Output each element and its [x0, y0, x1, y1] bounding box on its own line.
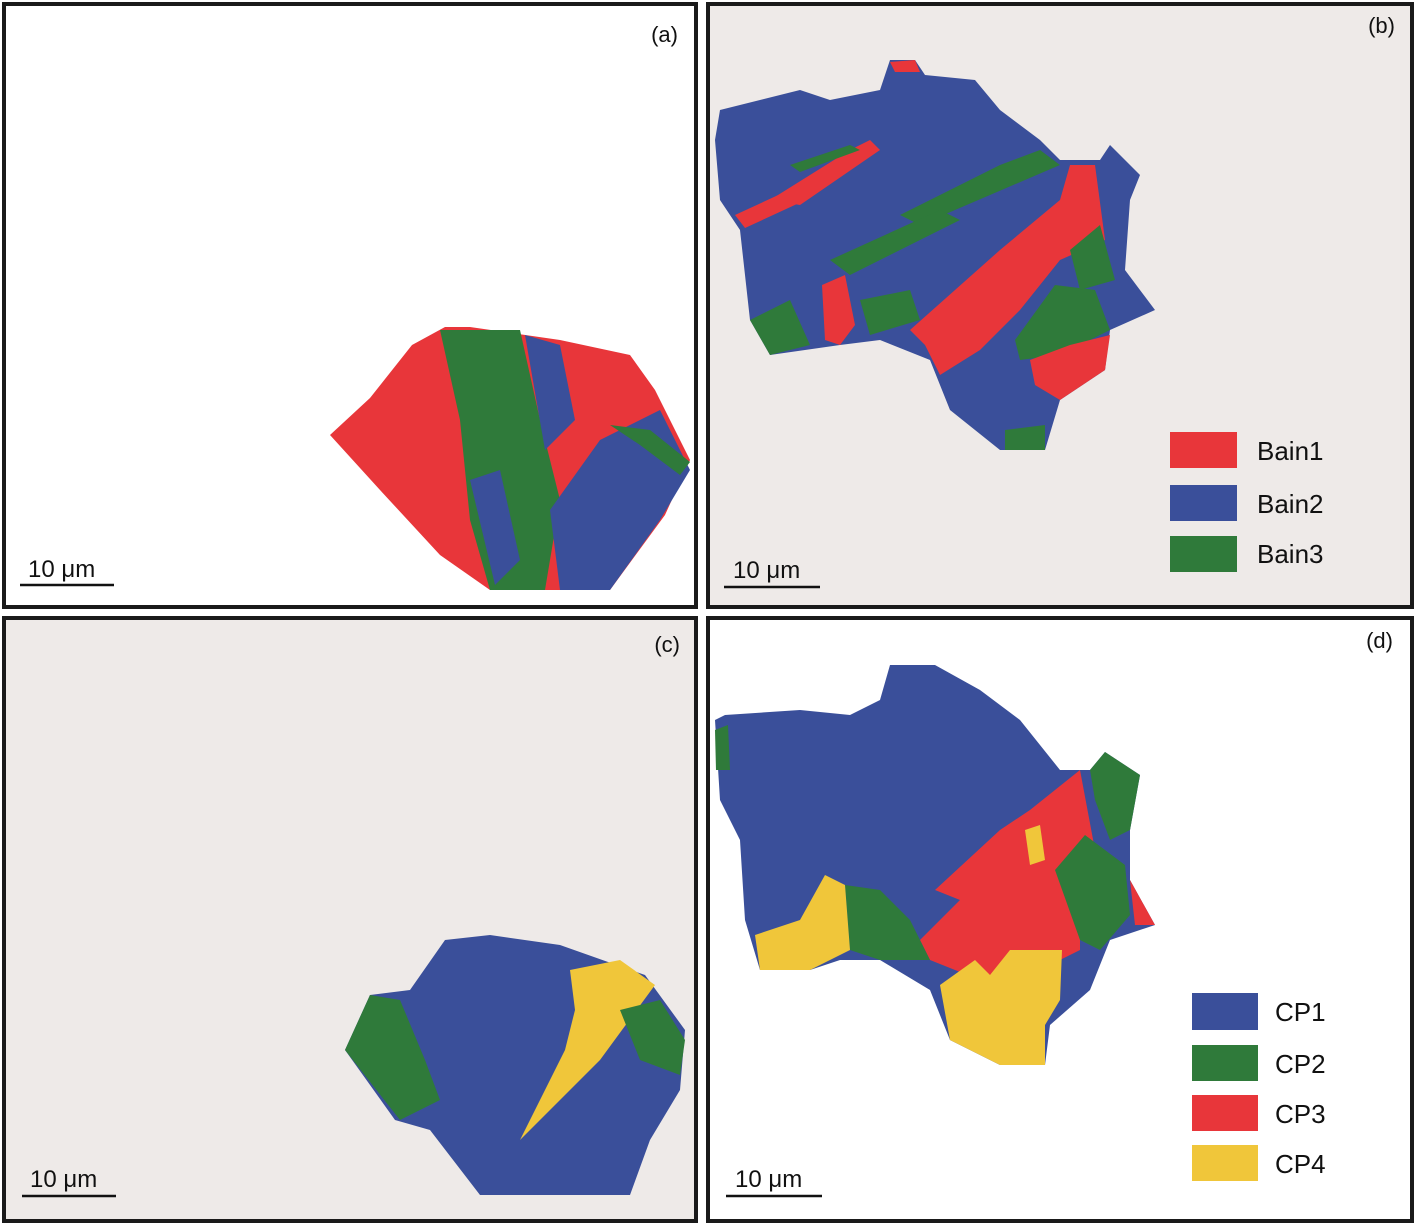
legend-label: CP2: [1275, 1049, 1326, 1079]
grain-map-b: [715, 60, 1155, 450]
panel-label: (c): [654, 632, 680, 657]
legend-label: Bain2: [1257, 489, 1324, 519]
legend-swatch: [1170, 536, 1237, 572]
scale-bar-label: 10 μm: [735, 1166, 802, 1193]
scale-bar-label: 10 μm: [733, 557, 800, 584]
legend-swatch: [1192, 1145, 1258, 1181]
legend-label: CP4: [1275, 1149, 1326, 1179]
grain-map-d: [715, 665, 1155, 1065]
scale-bar-label: 10 μm: [30, 1166, 97, 1193]
legend-swatch: [1192, 1095, 1258, 1131]
legend-label: CP1: [1275, 997, 1326, 1027]
panel-label: (b): [1368, 13, 1395, 38]
legend-swatch: [1170, 485, 1237, 521]
panel-label: (d): [1366, 628, 1393, 653]
grain-map-c: [345, 935, 685, 1195]
legend-swatch: [1170, 432, 1237, 468]
legend-swatch: [1192, 993, 1258, 1030]
grain-map-a: [330, 327, 690, 590]
scale-bar-label: 10 μm: [28, 556, 95, 583]
panel-label: (a): [651, 22, 678, 47]
legend-swatch: [1192, 1045, 1258, 1081]
legend-label: CP3: [1275, 1099, 1326, 1129]
legend-label: Bain3: [1257, 539, 1324, 569]
legend-label: Bain1: [1257, 436, 1324, 466]
